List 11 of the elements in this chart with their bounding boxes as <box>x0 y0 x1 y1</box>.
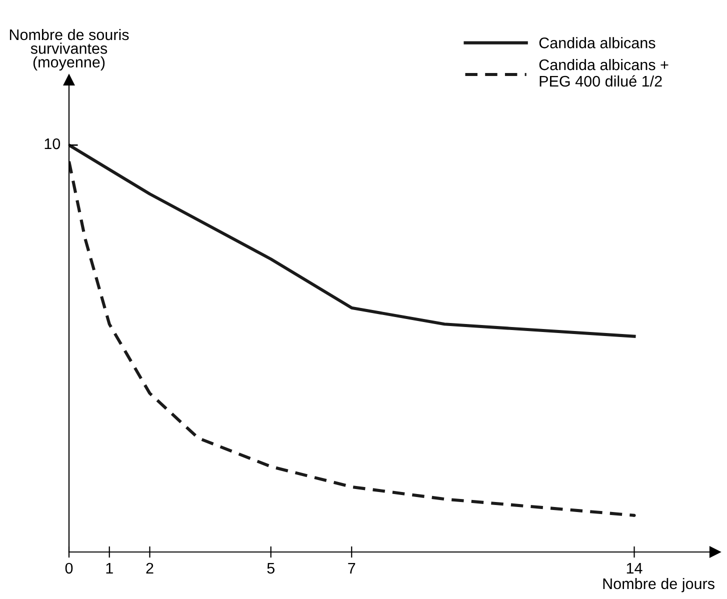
legend-label: Candida albicans + PEG 400 dilué 1/2 <box>539 58 668 87</box>
legend-label: Candida albicans <box>539 37 656 48</box>
x-tick-label: 5 <box>267 562 274 574</box>
y-axis-title: Nombre de souris survivantes (moyenne) <box>10 28 129 71</box>
x-tick-label: 1 <box>106 562 113 574</box>
x-tick-label: 14 <box>626 562 642 574</box>
annotation: 10 <box>44 138 60 150</box>
x-tick-label: 2 <box>146 562 154 574</box>
x-axis-title: Nombre de jours <box>603 578 714 592</box>
x-tick-label: 0 <box>65 562 73 574</box>
x-tick-label: 7 <box>348 562 356 574</box>
